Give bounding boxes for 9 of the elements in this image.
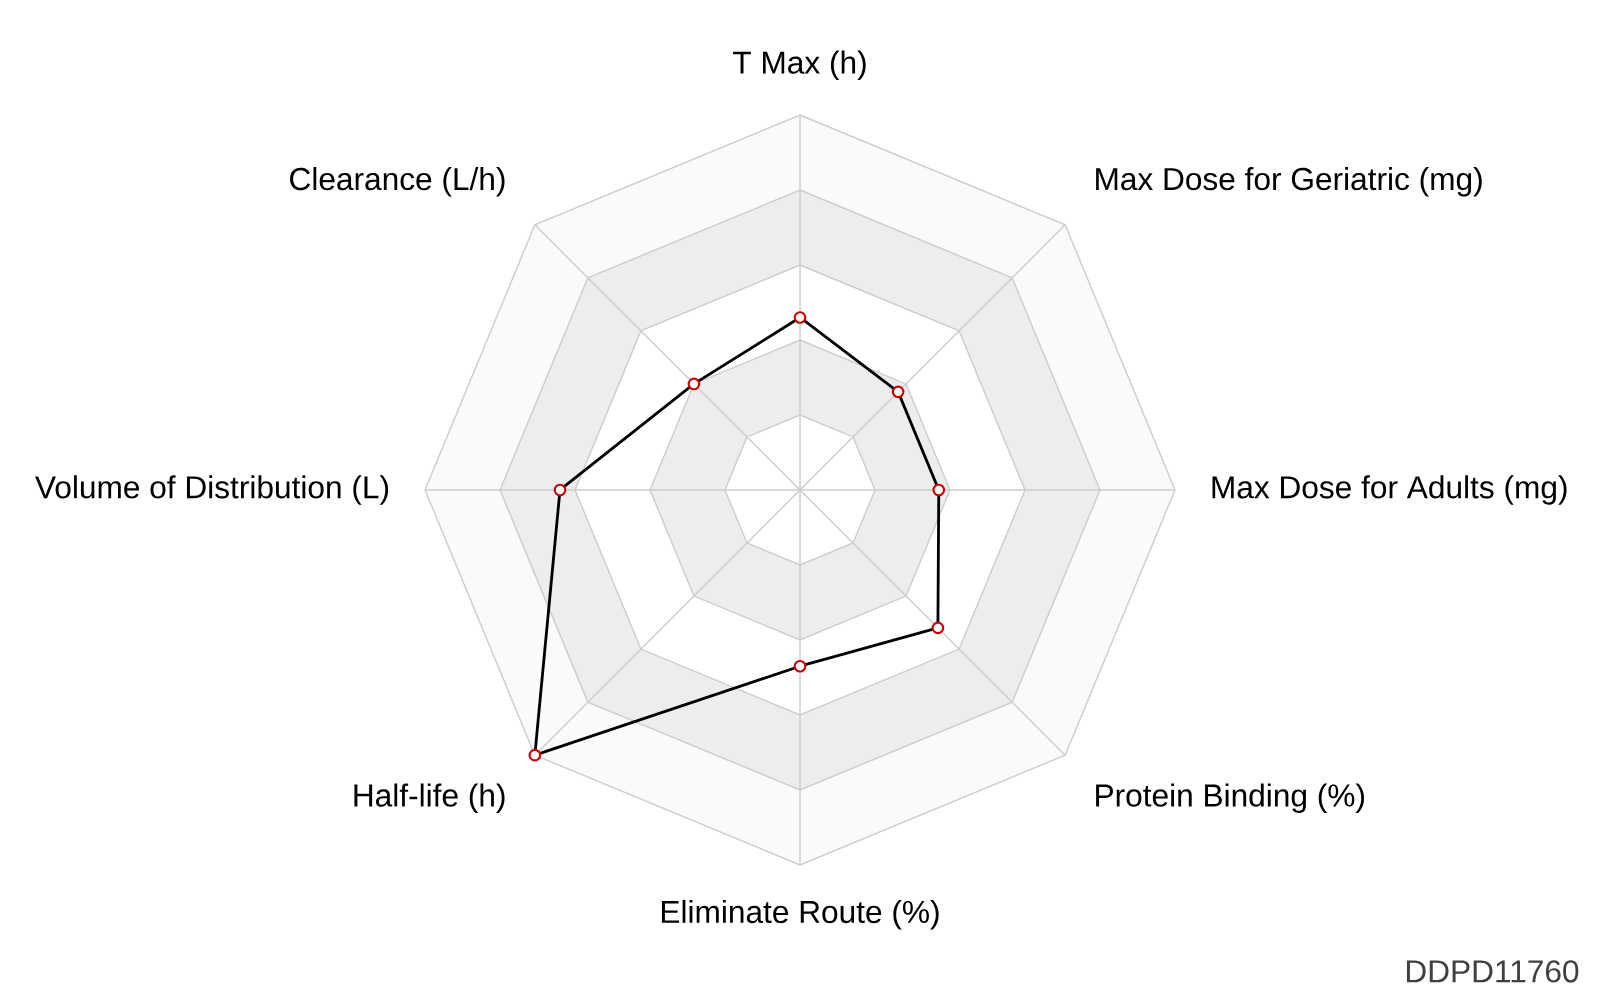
spoke-label: Max Dose for Geriatric (mg) [1096,166,1482,197]
spoke-label: Clearance (L/h) [290,167,505,197]
spoke-label: Protein Binding (%) [1096,783,1365,813]
spoke-label: Max Dose for Adults (mg) [1212,475,1567,505]
spoke-label: T Max (h) [733,50,866,81]
spoke-label: Half-life (h) [354,783,505,813]
spoke-label: Eliminate Route (%) [661,899,939,930]
spoke-label: Volume of Distribution (L) [35,475,389,505]
text: DDPD11760 [1406,960,1579,983]
